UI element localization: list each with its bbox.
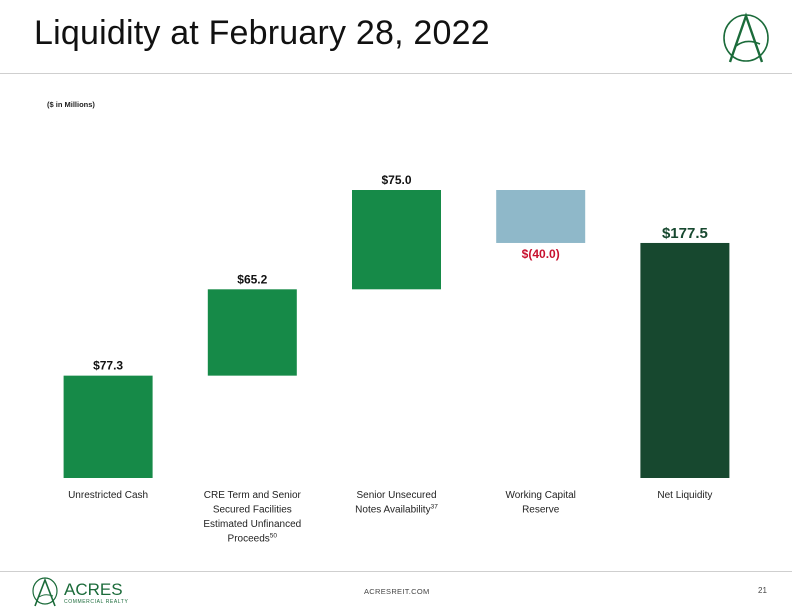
acres-logo-icon (723, 12, 769, 63)
bar-5-value-label: $177.5 (662, 225, 708, 242)
bar-1 (63, 375, 153, 478)
footer-brand-tagline: COMMERCIAL REALTY (64, 599, 128, 605)
page-title: Liquidity at February 28, 2022 (34, 14, 490, 52)
units-note: ($ in Millions) (47, 100, 95, 109)
category-label-4: Working Capital Reserve (505, 490, 575, 516)
bar-3-value-label: $75.0 (381, 173, 411, 187)
bar-5 (640, 242, 730, 478)
acres-footer-logo-icon: ACRES COMMERCIAL REALTY (32, 577, 128, 607)
bar-4 (496, 190, 586, 243)
bar-3 (352, 190, 441, 290)
footer-brand-name: ACRES (64, 580, 123, 599)
bar-4-value-label: $(40.0) (522, 247, 560, 261)
category-label-3: Senior Unsecured Notes Availability37 (355, 490, 438, 516)
bar-1-value-label: $77.3 (93, 359, 123, 373)
bar-2 (207, 289, 297, 376)
category-label-1: Unrestricted Cash (68, 490, 148, 501)
category-label-2: CRE Term and Senior Secured Facilities Est… (203, 490, 301, 545)
header-divider (0, 73, 792, 74)
category-label-5: Net Liquidity (657, 490, 712, 501)
page-number: 21 (758, 586, 767, 595)
footer-url[interactable]: ACRESREIT.COM (364, 587, 430, 596)
footer-divider (0, 571, 792, 572)
bar-2-value-label: $65.2 (237, 272, 267, 286)
